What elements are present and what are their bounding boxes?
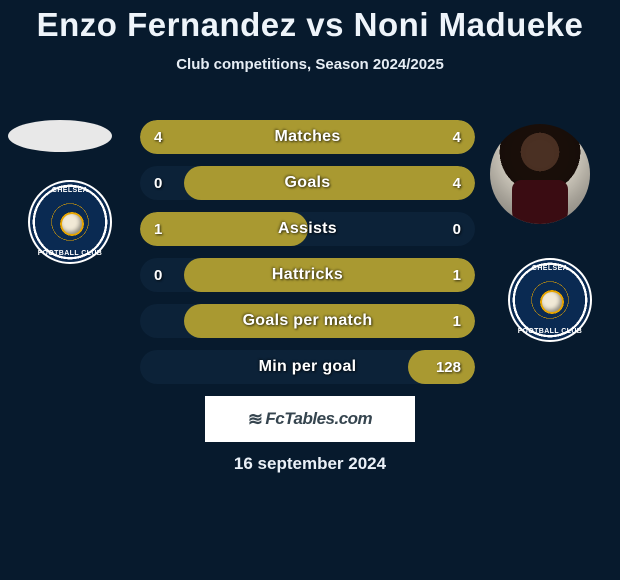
stat-row: Goals per match1 — [140, 304, 475, 338]
badge-text: CHELSEA — [30, 187, 110, 194]
stat-label: Goals — [140, 166, 475, 200]
stat-row: 0Goals4 — [140, 166, 475, 200]
stat-label: Assists — [140, 212, 475, 246]
comparison-title: Enzo Fernandez vs Noni Madueke — [0, 0, 620, 44]
badge-text: FOOTBALL CLUB — [510, 328, 590, 335]
stat-right-value: 4 — [453, 166, 461, 200]
player2-avatar — [490, 124, 590, 224]
stat-label: Min per goal — [140, 350, 475, 384]
stat-row: 4Matches4 — [140, 120, 475, 154]
stat-row: Min per goal128 — [140, 350, 475, 384]
player2-club-badge: CHELSEA FOOTBALL CLUB — [508, 258, 592, 342]
ball-icon — [542, 292, 562, 312]
brand-label: ≋ FcTables.com — [248, 409, 372, 429]
stat-right-value: 0 — [453, 212, 461, 246]
stat-right-value: 4 — [453, 120, 461, 154]
player1-avatar — [8, 120, 112, 152]
stat-label: Hattricks — [140, 258, 475, 292]
badge-text: CHELSEA — [510, 265, 590, 272]
date-line: 16 september 2024 — [0, 454, 620, 474]
stat-right-value: 1 — [453, 304, 461, 338]
comparison-subtitle: Club competitions, Season 2024/2025 — [0, 56, 620, 73]
stat-right-value: 128 — [436, 350, 461, 384]
stat-right-value: 1 — [453, 258, 461, 292]
stat-row: 1Assists0 — [140, 212, 475, 246]
brand-icon: ≋ — [248, 414, 263, 424]
stat-row: 0Hattricks1 — [140, 258, 475, 292]
brand-box: ≋ FcTables.com — [205, 396, 415, 442]
stat-label: Goals per match — [140, 304, 475, 338]
stat-label: Matches — [140, 120, 475, 154]
badge-text: FOOTBALL CLUB — [30, 250, 110, 257]
stats-area: 4Matches40Goals41Assists00Hattricks1Goal… — [140, 120, 475, 396]
brand-text: FcTables.com — [265, 409, 372, 429]
player1-club-badge: CHELSEA FOOTBALL CLUB — [28, 180, 112, 264]
ball-icon — [62, 214, 82, 234]
